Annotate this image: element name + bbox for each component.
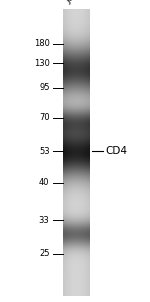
Text: Jurkat: Jurkat [64, 0, 89, 5]
Text: 40: 40 [39, 178, 50, 187]
Text: CD4: CD4 [105, 146, 127, 156]
Text: 130: 130 [34, 59, 50, 68]
Text: 180: 180 [34, 39, 50, 48]
Text: 25: 25 [39, 249, 50, 258]
Text: 95: 95 [39, 83, 50, 92]
Text: 70: 70 [39, 113, 50, 122]
Text: 33: 33 [39, 216, 50, 225]
Text: 53: 53 [39, 146, 50, 156]
